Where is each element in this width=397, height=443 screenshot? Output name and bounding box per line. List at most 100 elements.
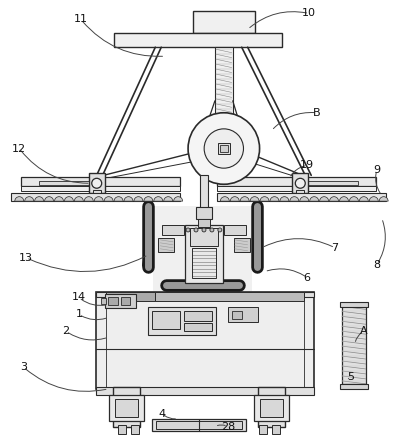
- Wedge shape: [44, 197, 54, 201]
- Circle shape: [188, 113, 260, 184]
- Wedge shape: [310, 197, 319, 201]
- Bar: [185, 225, 223, 283]
- Wedge shape: [320, 197, 329, 201]
- Wedge shape: [240, 197, 249, 201]
- Bar: [215, 47, 233, 176]
- Bar: [218, 143, 230, 155]
- Wedge shape: [369, 197, 378, 201]
- Bar: [340, 384, 368, 389]
- Wedge shape: [114, 197, 123, 201]
- Text: 11: 11: [74, 15, 88, 24]
- Bar: [234, 238, 250, 252]
- Bar: [96, 291, 314, 297]
- Bar: [184, 323, 212, 331]
- Wedge shape: [154, 197, 163, 201]
- Bar: [152, 311, 180, 329]
- Text: 19: 19: [300, 160, 314, 171]
- Wedge shape: [25, 197, 34, 201]
- Bar: [193, 12, 254, 33]
- Bar: [12, 193, 180, 201]
- Bar: [228, 307, 258, 323]
- Wedge shape: [339, 197, 349, 201]
- Bar: [108, 297, 118, 305]
- Bar: [217, 177, 376, 186]
- Bar: [217, 186, 376, 191]
- Wedge shape: [359, 197, 368, 201]
- Bar: [118, 424, 125, 435]
- Text: A: A: [360, 326, 368, 336]
- Bar: [196, 207, 212, 219]
- Text: 10: 10: [302, 8, 316, 19]
- Text: 14: 14: [72, 292, 86, 303]
- Bar: [105, 295, 137, 308]
- Bar: [115, 399, 139, 416]
- Bar: [200, 175, 208, 211]
- Wedge shape: [124, 197, 133, 201]
- Wedge shape: [349, 197, 358, 201]
- Bar: [342, 304, 366, 384]
- Circle shape: [194, 228, 198, 232]
- Circle shape: [218, 228, 222, 232]
- Bar: [192, 248, 216, 278]
- Wedge shape: [134, 197, 143, 201]
- Bar: [258, 387, 285, 427]
- Bar: [152, 419, 246, 431]
- Bar: [296, 190, 304, 195]
- Bar: [21, 177, 180, 186]
- Bar: [272, 424, 280, 435]
- Text: 8: 8: [373, 260, 380, 270]
- Bar: [155, 291, 304, 301]
- Wedge shape: [144, 197, 153, 201]
- Wedge shape: [64, 197, 73, 201]
- Bar: [148, 307, 216, 335]
- Text: B: B: [313, 108, 321, 118]
- Bar: [21, 186, 180, 191]
- Wedge shape: [230, 197, 239, 201]
- Text: 3: 3: [20, 362, 27, 372]
- Wedge shape: [164, 197, 173, 201]
- Bar: [298, 181, 358, 185]
- Text: 7: 7: [331, 243, 339, 253]
- Wedge shape: [104, 197, 113, 201]
- Text: 5: 5: [347, 372, 355, 382]
- Text: 9: 9: [373, 165, 380, 175]
- Bar: [162, 225, 184, 235]
- Bar: [153, 206, 252, 291]
- Bar: [93, 190, 101, 195]
- Bar: [217, 193, 385, 201]
- Wedge shape: [260, 197, 269, 201]
- Bar: [292, 173, 308, 193]
- Bar: [106, 291, 155, 301]
- Wedge shape: [270, 197, 279, 201]
- Bar: [101, 299, 106, 304]
- Bar: [131, 424, 139, 435]
- Bar: [190, 228, 218, 246]
- Circle shape: [204, 129, 243, 168]
- Bar: [254, 395, 289, 420]
- Bar: [260, 399, 283, 416]
- Bar: [89, 173, 105, 193]
- Bar: [39, 181, 99, 185]
- Wedge shape: [330, 197, 339, 201]
- Circle shape: [92, 178, 102, 188]
- Wedge shape: [74, 197, 83, 201]
- Wedge shape: [35, 197, 44, 201]
- Wedge shape: [15, 197, 24, 201]
- Bar: [258, 424, 266, 435]
- Bar: [224, 225, 246, 235]
- Bar: [96, 291, 314, 389]
- Circle shape: [186, 228, 190, 232]
- Wedge shape: [220, 197, 229, 201]
- Wedge shape: [300, 197, 309, 201]
- Text: 12: 12: [12, 144, 26, 154]
- Bar: [96, 387, 314, 395]
- Circle shape: [210, 228, 214, 232]
- Bar: [156, 420, 242, 428]
- Circle shape: [295, 178, 305, 188]
- Bar: [121, 297, 131, 305]
- Wedge shape: [84, 197, 93, 201]
- Bar: [109, 395, 145, 420]
- Circle shape: [202, 228, 206, 232]
- Bar: [114, 33, 282, 47]
- Wedge shape: [250, 197, 259, 201]
